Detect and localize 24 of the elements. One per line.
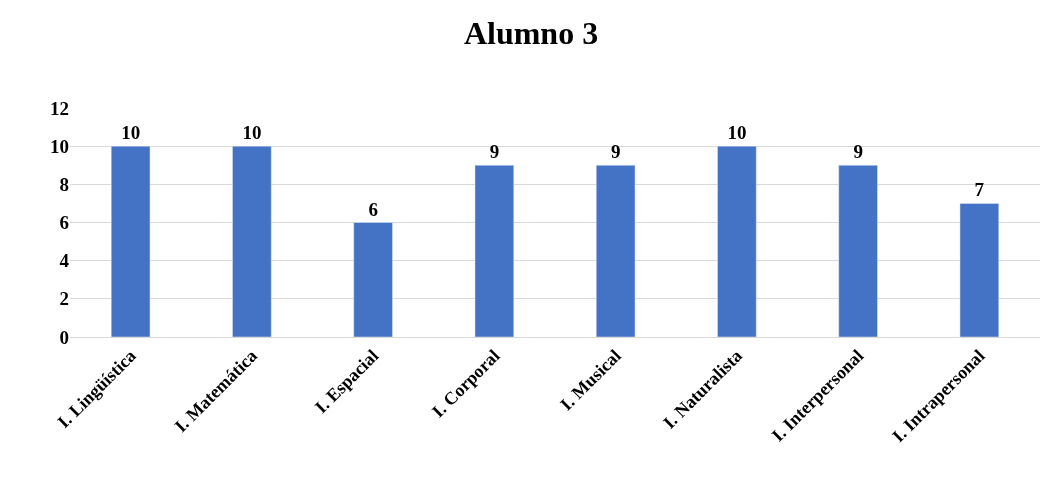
bar: [110, 145, 151, 337]
y-tick-label: 0: [59, 326, 69, 348]
bar: [717, 145, 757, 337]
y-tick-label: 2: [59, 288, 69, 310]
bar: [838, 165, 878, 337]
y-tick-label: 10: [50, 135, 69, 157]
data-label: 6: [368, 198, 378, 220]
y-tick-label: 6: [59, 212, 69, 234]
bar: [474, 165, 515, 337]
data-label: 9: [489, 141, 500, 163]
y-tick-label: 4: [59, 250, 70, 272]
data-label: 7: [974, 179, 985, 201]
bar: [959, 203, 1000, 337]
data-label: 10: [121, 122, 141, 144]
bar: [595, 165, 636, 337]
bar: [232, 145, 272, 337]
y-tick-label: 12: [50, 97, 69, 119]
y-tick-label: 8: [59, 173, 69, 195]
chart-title: Alumno 3: [463, 15, 599, 52]
data-label: 9: [610, 141, 621, 163]
data-label: 9: [853, 141, 863, 163]
bar: [353, 222, 393, 337]
data-label: 10: [242, 122, 262, 144]
data-label: 10: [727, 122, 747, 144]
